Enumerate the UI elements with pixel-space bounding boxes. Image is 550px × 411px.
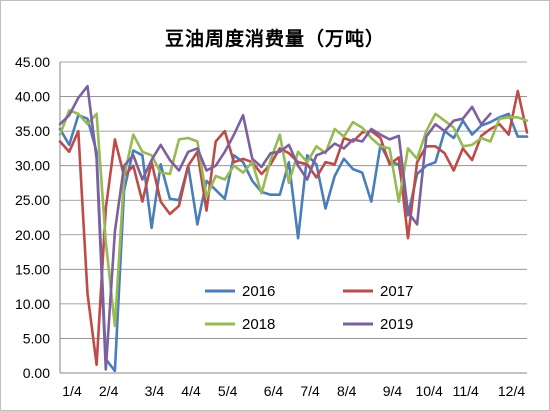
x-tick-label: 5/4: [218, 383, 238, 399]
y-tick-label: 5.00: [23, 330, 50, 346]
legend-label-2016: 2016: [242, 283, 275, 300]
x-tick-label: 7/4: [300, 383, 320, 399]
x-tick-label: 3/4: [145, 383, 165, 399]
x-tick-label: 1/4: [62, 383, 82, 399]
series-line-2018: [58, 109, 529, 328]
legend-label-2017: 2017: [380, 283, 413, 300]
y-tick-label: 0.00: [23, 365, 50, 381]
y-tick-label: 30.00: [15, 158, 50, 174]
legend-label-2019: 2019: [380, 316, 413, 333]
series-lines: [58, 84, 529, 373]
legend: 2016 2017 2018 2019: [205, 283, 413, 333]
x-tick-label: 8/4: [337, 383, 357, 399]
series-line-2019: [58, 84, 492, 371]
y-tick-label: 35.00: [15, 123, 50, 139]
x-tick-label: 11/4: [453, 383, 479, 399]
x-tick-label: 6/4: [264, 383, 284, 399]
series-line-2016: [58, 112, 529, 373]
y-tick-label: 15.00: [15, 261, 50, 277]
x-tick-label: 4/4: [181, 383, 201, 399]
x-tick-label: 2/4: [99, 383, 119, 399]
y-tick-label: 20.00: [15, 227, 50, 243]
x-tick-labels: 1/4 2/4 3/4 4/4 5/4 6/4 7/4 8/4 9/4 10/4 11/4 12/4: [62, 383, 525, 399]
y-tick-label: 25.00: [15, 192, 50, 208]
chart-title: 豆油周度消费量（万吨）: [164, 28, 385, 50]
y-tick-label: 45.00: [15, 54, 50, 70]
x-tick-label: 9/4: [383, 383, 403, 399]
axes: [59, 62, 527, 374]
y-tick-label: 40.00: [15, 89, 50, 105]
legend-label-2018: 2018: [242, 316, 275, 333]
x-tick-label: 10/4: [415, 383, 442, 399]
y-tick-labels: 0.00 5.00 10.00 15.00 20.00 25.00 30.00 35.00 40…: [15, 54, 50, 381]
x-tick-label: 12/4: [498, 383, 525, 399]
y-tick-label: 10.00: [15, 296, 50, 312]
